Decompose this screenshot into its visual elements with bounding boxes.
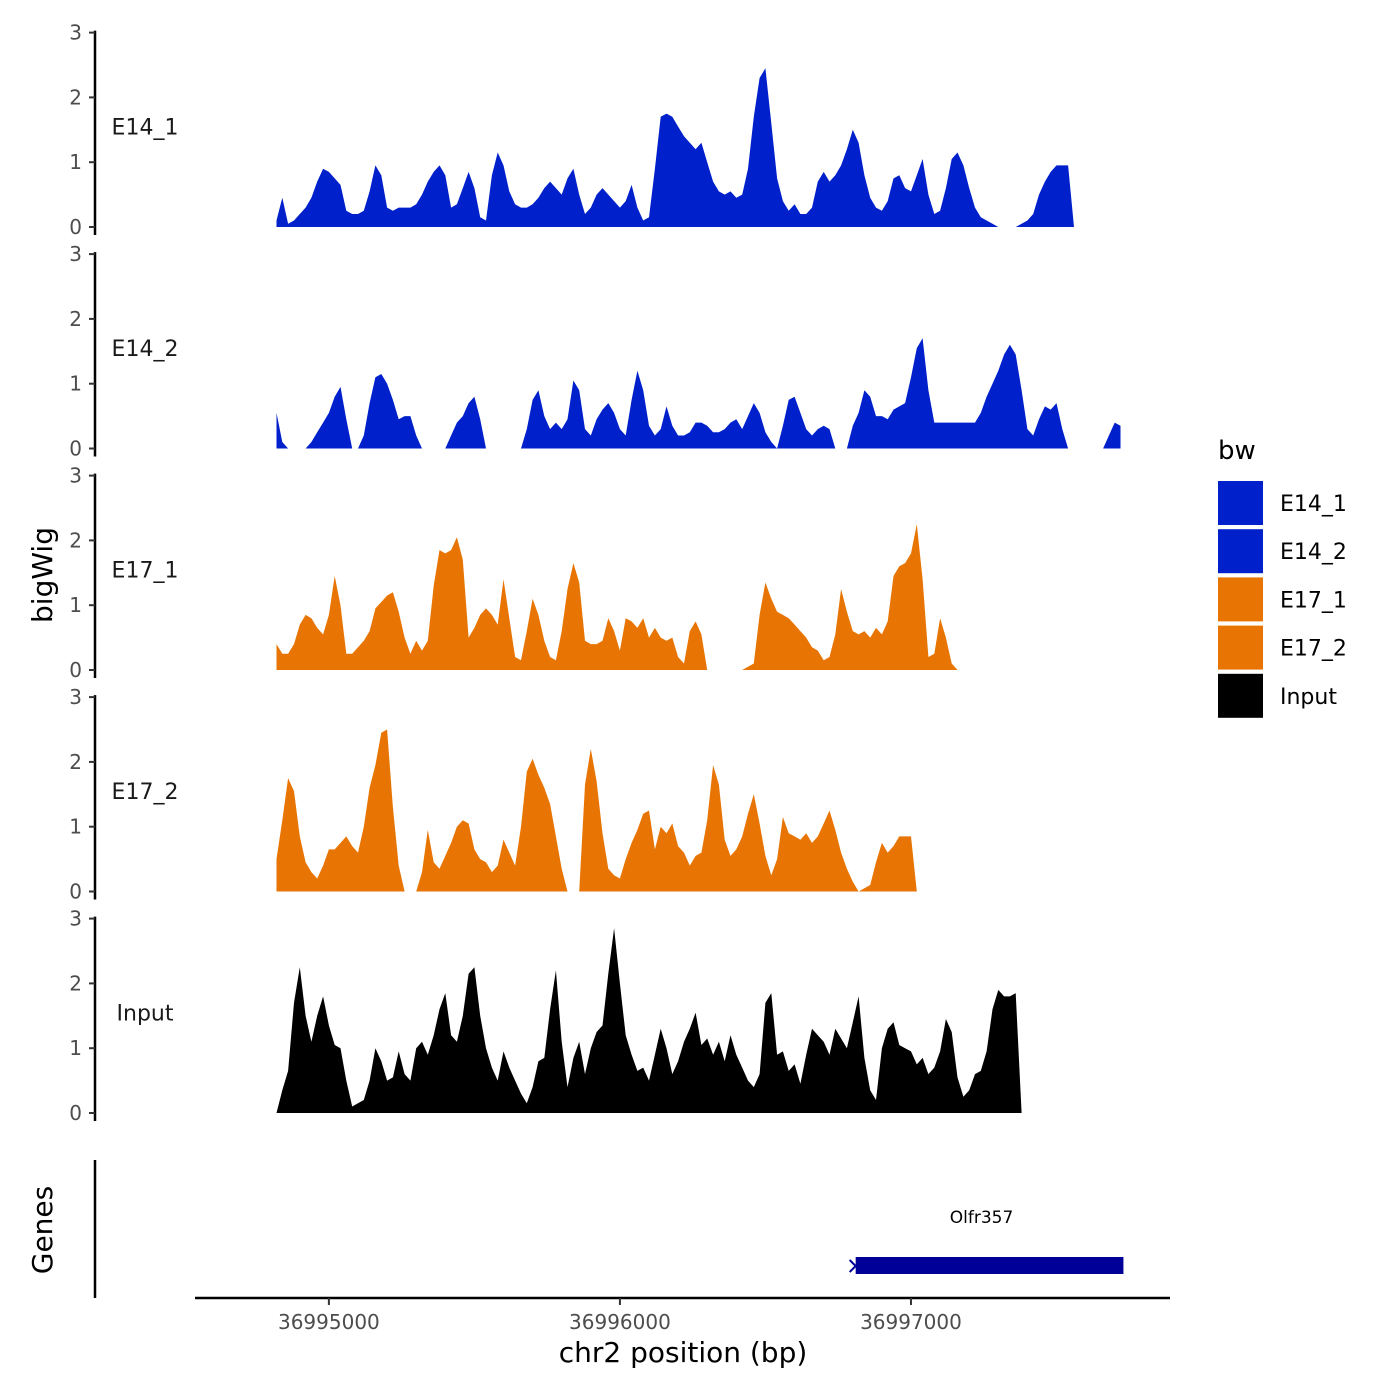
track-label: E14_2 <box>112 337 179 362</box>
legend-entry-E14_2: E14_2 <box>1218 529 1347 574</box>
y-tick-label: 3 <box>69 464 82 488</box>
gene-label: Olfr357 <box>950 1208 1014 1228</box>
y-tick-label: 2 <box>69 750 82 774</box>
legend-entry-E17_2: E17_2 <box>1218 625 1347 670</box>
track-Input: 0 1 2 3 Input <box>69 907 1022 1125</box>
legend-entry-Input: Input <box>1218 673 1337 718</box>
gene-Olfr357: Olfr357 <box>848 1208 1124 1274</box>
y-tick-label: 1 <box>69 593 82 617</box>
y-tick-label: 2 <box>69 307 82 331</box>
area-E14_1 <box>276 68 1074 227</box>
area-Input <box>276 928 1022 1113</box>
tracks-layer: 0 1 2 3 E14_1 0 1 2 3 E14_2 0 1 2 3 E17_1 0 1 2 3 E17_2 0 1 2 3… <box>69 21 1121 1125</box>
x-tick-label: 36997000 <box>860 1310 962 1334</box>
y-axis-title: bigWig <box>26 527 59 623</box>
y-tick-label: 3 <box>69 242 82 266</box>
gene-strand-marker <box>848 1259 858 1273</box>
y-tick-label: 2 <box>69 528 82 552</box>
legend-swatch <box>1218 577 1263 622</box>
track-label: Input <box>117 1001 174 1026</box>
y-tick-label: 1 <box>69 372 82 396</box>
y-tick-label: 2 <box>69 85 82 109</box>
y-tick-label: 0 <box>69 215 82 239</box>
y-tick-label: 3 <box>69 907 82 931</box>
legend-label: E17_1 <box>1280 588 1347 613</box>
gene-body <box>855 1257 1124 1274</box>
track-E17_2: 0 1 2 3 E17_2 <box>69 685 917 904</box>
area-E17_1 <box>276 524 958 670</box>
y-tick-label: 1 <box>69 150 82 174</box>
legend-swatch <box>1218 529 1263 574</box>
track-E14_1: 0 1 2 3 E14_1 <box>69 21 1074 239</box>
y-tick-label: 3 <box>69 21 82 45</box>
y-tick-label: 0 <box>69 1101 82 1125</box>
x-tick-label: 36995000 <box>278 1310 380 1334</box>
track-E17_1: 0 1 2 3 E17_1 <box>69 464 958 682</box>
y-tick-label: 3 <box>69 685 82 709</box>
area-E17_2 <box>276 729 917 892</box>
legend-swatch <box>1218 481 1263 525</box>
legend-label: Input <box>1280 685 1337 710</box>
x-axis-title: chr2 position (bp) <box>559 1336 808 1369</box>
legend-title: bw <box>1218 436 1256 466</box>
legend-entry-E17_1: E17_1 <box>1218 577 1347 622</box>
legend-label: E14_2 <box>1280 540 1347 565</box>
y-tick-label: 1 <box>69 815 82 839</box>
genes-panel-title: Genes <box>26 1186 59 1274</box>
track-label: E14_1 <box>112 115 179 140</box>
legend-label: E14_1 <box>1280 492 1347 517</box>
track-label: E17_1 <box>112 558 179 583</box>
y-tick-label: 0 <box>69 437 82 461</box>
track-label: E17_2 <box>112 780 179 805</box>
area-E14_2 <box>276 338 1121 449</box>
y-tick-label: 0 <box>69 880 82 904</box>
legend: bw E14_1 E14_2 E17_1 E17_2 Input <box>1218 436 1347 718</box>
legend-label: E17_2 <box>1280 637 1347 662</box>
y-tick-label: 1 <box>69 1036 82 1060</box>
legend-entry-E14_1: E14_1 <box>1218 481 1347 525</box>
legend-swatch <box>1218 625 1263 670</box>
x-tick-label: 36996000 <box>569 1310 671 1334</box>
y-tick-label: 2 <box>69 971 82 995</box>
track-E14_2: 0 1 2 3 E14_2 <box>69 242 1121 461</box>
x-axis: 36995000 36996000 36997000 <box>195 1296 1170 1334</box>
legend-swatch <box>1218 673 1263 718</box>
y-tick-label: 0 <box>69 658 82 682</box>
genes-panel: Olfr357 <box>93 1160 1124 1298</box>
